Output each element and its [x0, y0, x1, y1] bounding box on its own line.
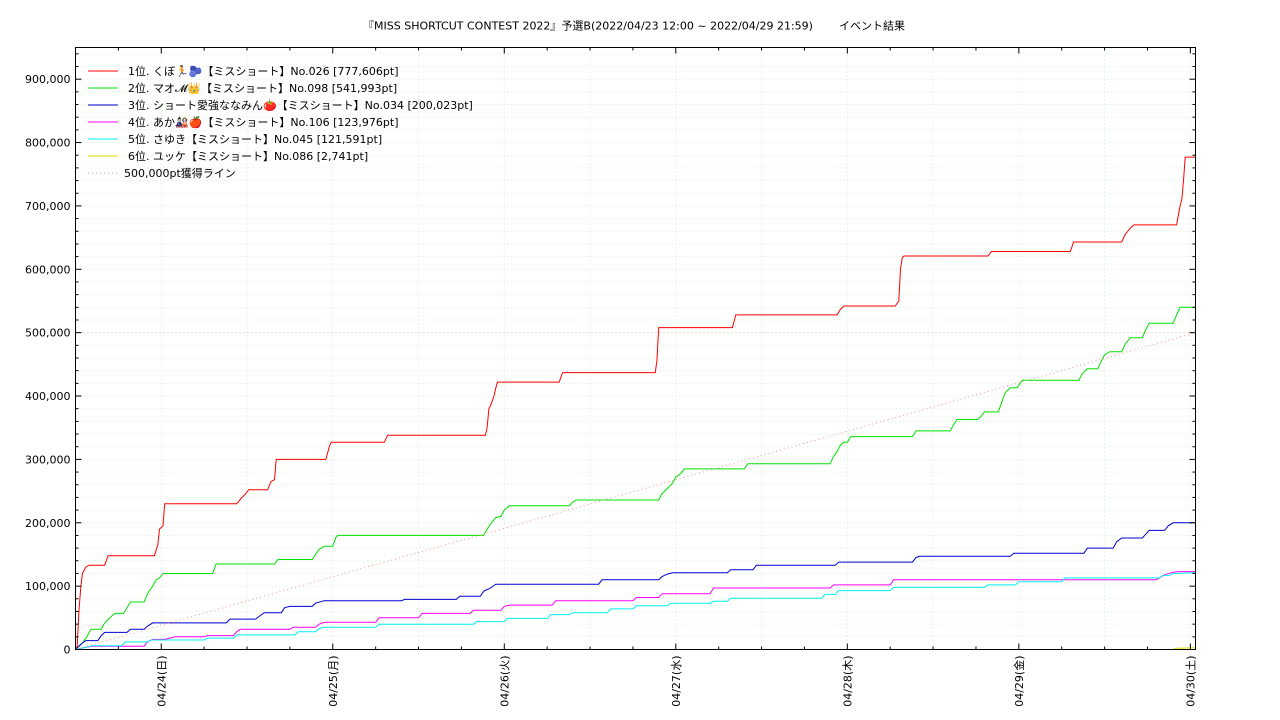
legend: 1位. くぼ🏃🫐【ミスショート】No.026 [777,606pt] 2位. マオ…	[88, 64, 473, 180]
series-line-1	[75, 156, 1196, 650]
y-tick-label: 400,000	[25, 390, 71, 403]
x-tick-label: 04/25(月)	[327, 656, 340, 707]
legend-label-4: 4位. あか🎎🍎【ミスショート】No.106 [123,976pt]	[128, 115, 399, 129]
chart-subtitle: イベント結果	[839, 19, 905, 33]
legend-label-7: 500,000pt獲得ライン	[124, 167, 236, 180]
legend-label-5: 5位. さゆき【ミスショート】No.045 [121,591pt]	[128, 132, 382, 146]
y-tick-label: 500,000	[25, 327, 71, 340]
y-tick-label: 0	[64, 644, 71, 657]
chart-title: 『MISS SHORTCUT CONTEST 2022』予選B(2022/04/…	[363, 20, 813, 33]
legend-label-1: 1位. くぼ🏃🫐【ミスショート】No.026 [777,606pt]	[128, 64, 399, 78]
x-tick-label: 04/29(金)	[1012, 656, 1026, 707]
series-line-2	[75, 306, 1196, 650]
series-line-3	[75, 522, 1196, 650]
series-lines	[75, 156, 1196, 650]
y-tick-label: 300,000	[25, 453, 71, 466]
axes: 0 100,000 200,000 300,000 400,000 500,000 600,…	[25, 47, 1197, 707]
legend-label-3: 3位. ショート愛強ななみん🍅【ミスショート】No.034 [200,023pt…	[128, 98, 473, 112]
y-tick-label: 900,000	[25, 73, 71, 86]
legend-label-6: 6位. ユッケ【ミスショート】No.086 [2,741pt]	[128, 149, 368, 163]
x-tick-label: 04/24(日)	[155, 656, 168, 707]
y-tick-label: 200,000	[25, 517, 71, 530]
y-tick-label: 100,000	[25, 580, 71, 593]
series-line-5	[75, 572, 1196, 650]
series-line-4	[75, 571, 1196, 650]
x-tick-label: 04/30(土)	[1184, 656, 1197, 707]
y-tick-label: 600,000	[25, 263, 71, 276]
grid	[75, 47, 1196, 650]
x-tick-label: 04/26(火)	[498, 656, 511, 707]
x-tick-label: 04/27(水)	[670, 656, 683, 707]
y-tick-label: 800,000	[25, 137, 71, 150]
y-tick-label: 700,000	[25, 200, 71, 213]
x-tick-label: 04/28(木)	[841, 656, 854, 707]
plot-frame	[75, 47, 1196, 650]
legend-label-2: 2位. マオ𝓜👑【ミスショート】No.098 [541,993pt]	[128, 81, 397, 95]
